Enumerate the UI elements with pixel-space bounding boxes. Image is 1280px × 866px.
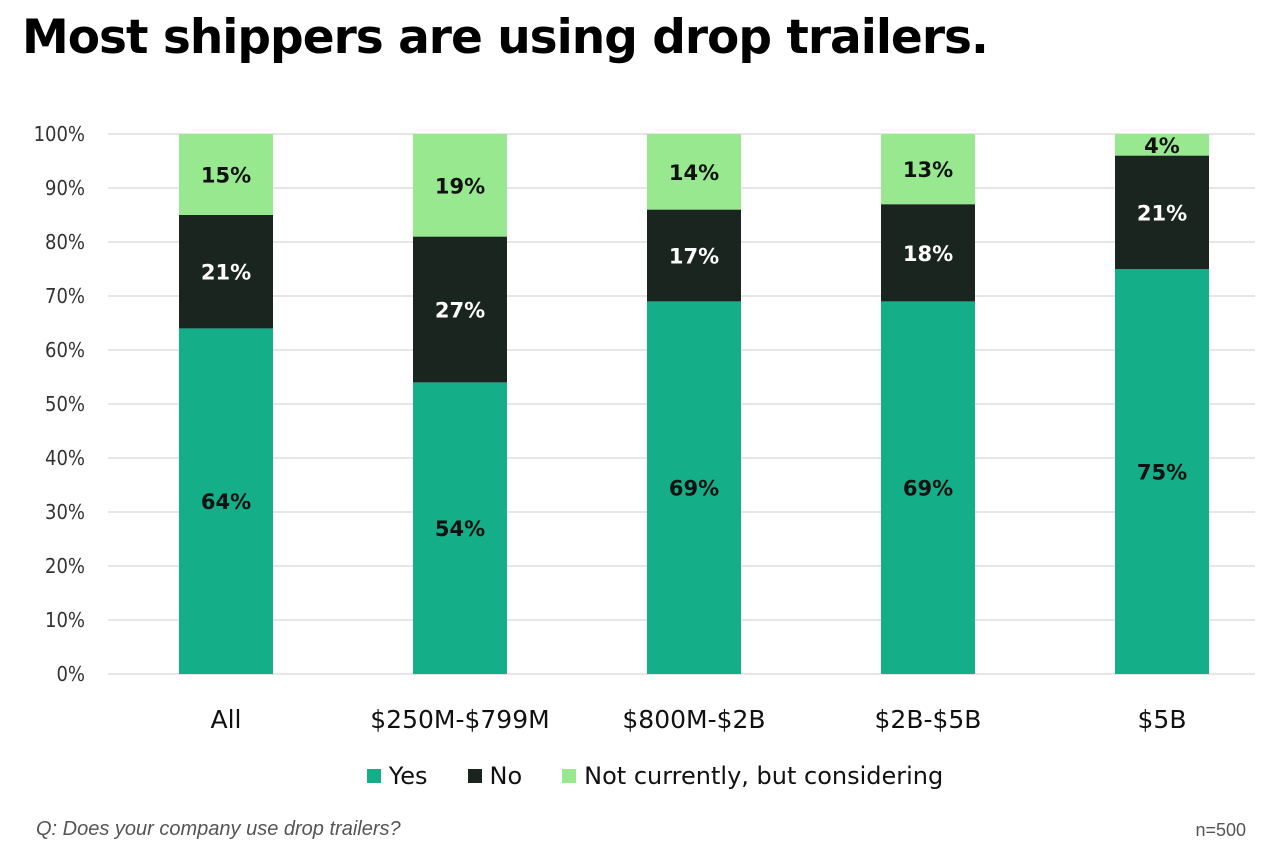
x-category-label: $250M-$799M [370,705,549,734]
legend-item: No [467,762,523,790]
data-label: 75% [1137,461,1187,485]
bar-segment-yes [881,301,975,674]
bar-segment-not [881,134,975,205]
data-label: 19% [435,174,485,198]
legend-label: Yes [388,762,428,790]
y-tick-label: 40% [45,446,85,470]
data-label: 14% [669,161,719,185]
x-category-label: $5B [1138,705,1187,734]
data-label: 69% [903,477,953,501]
legend-item: Yes [366,762,428,790]
y-tick-label: 0% [56,662,85,686]
bar-segment-yes [179,328,273,674]
data-label: 21% [1137,201,1187,225]
survey-question: Q: Does your company use drop trailers? [36,818,401,840]
y-tick-label: 10% [45,608,85,632]
bar-segment-no [881,204,975,302]
y-tick-label: 20% [45,554,85,578]
data-label: 69% [669,477,719,501]
legend-swatch [366,769,381,783]
y-tick-label: 30% [45,500,85,524]
legend-swatch [562,769,577,783]
sample-size: n=500 [1195,820,1246,840]
legend-label: No [489,762,523,790]
bar-segment-no [413,236,507,383]
bar-segment-no [1115,155,1209,269]
data-label: 17% [669,245,719,269]
data-label: 54% [435,517,485,541]
bar-segment-not [647,134,741,210]
bar-segment-not [1115,134,1209,156]
data-label: 64% [201,490,251,514]
data-label: 4% [1144,134,1180,158]
y-tick-label: 50% [45,392,85,416]
chart-title: Most shippers are using drop trailers. [22,10,989,65]
y-tick-label: 80% [45,230,85,254]
x-category-label: $2B-$5B [875,705,982,734]
x-category-label: All [211,705,242,734]
bar-segment-not [179,134,273,215]
legend: Yes No Not currently, but considering [0,762,1280,790]
y-tick-label: 90% [45,176,85,200]
legend-label: Not currently, but considering [584,762,944,790]
data-label: 15% [201,164,251,188]
bar-segment-yes [647,301,741,674]
y-tick-label: 70% [45,284,85,308]
legend-swatch [467,769,482,783]
bar-segment-not [413,134,507,237]
y-tick-label: 100% [34,122,85,146]
x-category-label: $800M-$2B [622,705,765,734]
bar-segment-no [179,215,273,329]
data-label: 18% [903,242,953,266]
bar-segment-no [647,209,741,302]
data-label: 27% [435,299,485,323]
legend-item: Not currently, but considering [562,762,943,790]
data-label: 13% [903,158,953,182]
y-tick-label: 60% [45,338,85,362]
bar-segment-yes [413,382,507,674]
data-label: 21% [201,261,251,285]
bar-segment-yes [1115,269,1209,674]
